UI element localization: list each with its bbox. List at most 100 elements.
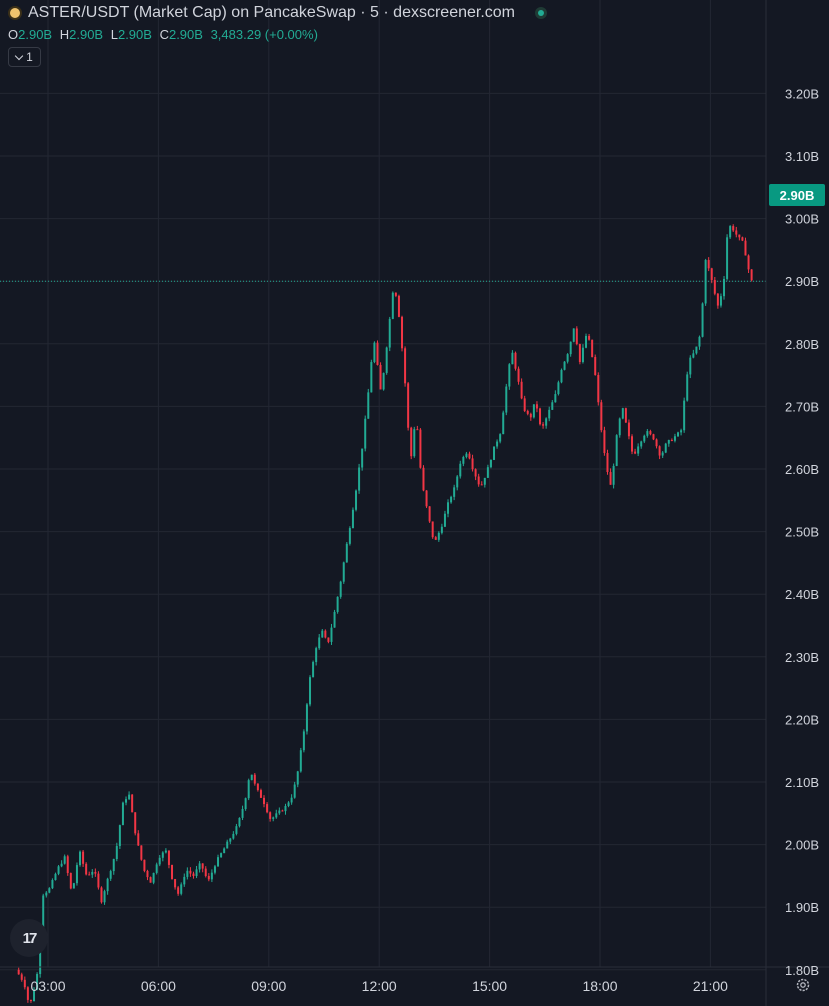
candle-body [201, 863, 204, 869]
x-tick-label: 03:00 [30, 978, 65, 994]
candle-body [450, 496, 453, 503]
candle-body [379, 364, 382, 390]
candle-body [557, 382, 560, 395]
candle-body [281, 810, 284, 812]
candle-body [140, 845, 143, 860]
candle-body [361, 448, 364, 468]
candle-body [615, 435, 618, 466]
candle-body [747, 255, 750, 270]
candle-body [342, 562, 345, 582]
candle-body [302, 731, 305, 751]
candle-body [186, 870, 189, 877]
candle-body [581, 347, 584, 363]
candle-body [171, 864, 174, 880]
candle-body [232, 833, 235, 839]
x-tick-label: 09:00 [251, 978, 286, 994]
candle-body [701, 303, 704, 337]
candle-body [195, 869, 198, 877]
candle-body [137, 833, 140, 846]
candle-body [358, 467, 361, 491]
settings-gear-icon[interactable] [795, 977, 811, 993]
ohlc-low-value: 2.90B [117, 27, 152, 42]
ohlc-close-key: C [159, 27, 169, 42]
candle-body [397, 295, 400, 317]
candle-body [428, 506, 431, 522]
x-tick-label: 06:00 [141, 978, 176, 994]
y-tick-label: 2.30B [785, 650, 819, 665]
candle-body [410, 427, 413, 457]
candle-body [443, 513, 446, 527]
candle-body [244, 798, 247, 810]
candle-body [511, 352, 514, 365]
candle-body [155, 864, 158, 873]
candle-body [716, 293, 719, 306]
candle-body [529, 413, 532, 418]
time-axis[interactable]: 03:00 06:00 09:00 12:00 15:00 18:00 21:00 [30, 978, 728, 994]
y-tick-label: 2.90B [785, 274, 819, 289]
candle-body [42, 895, 45, 931]
candle-body [112, 859, 115, 872]
candle-body [26, 987, 29, 1000]
candle-body [609, 472, 612, 485]
candle-body [158, 857, 161, 865]
candle-body [79, 851, 82, 866]
candle-body [51, 880, 54, 889]
chevron-down-icon [14, 51, 24, 60]
ohlc-low-key: L [110, 27, 118, 42]
candle-body [376, 342, 379, 365]
candle-body [585, 335, 588, 348]
candle-body [183, 876, 186, 885]
candle-body [664, 443, 667, 453]
candle-body [91, 871, 94, 875]
candle-body [143, 859, 146, 871]
candle-body [290, 797, 293, 803]
candle-body [707, 260, 710, 269]
candle-body [284, 805, 287, 812]
candle-body [621, 408, 624, 419]
candle-body [152, 872, 155, 883]
candle-body [548, 409, 551, 419]
candle-body [121, 802, 124, 826]
candle-body [474, 469, 477, 477]
tradingview-logo-icon[interactable]: 17 [10, 919, 48, 957]
price-axis[interactable]: 3.20B 3.10B 3.00B 2.90B 2.80B 2.70B 2.60B 2.50B… [785, 86, 819, 1006]
candle-body [649, 431, 652, 435]
candle-body [355, 490, 358, 510]
candle-body [385, 347, 388, 373]
candle-body [486, 467, 489, 478]
candle-body [60, 863, 63, 867]
candle-body [220, 853, 223, 858]
candle-body [161, 852, 164, 858]
candle-body [692, 353, 695, 358]
candle-body [465, 453, 468, 457]
interval-toggle-button[interactable]: 1 [8, 47, 41, 67]
candle-body [523, 398, 526, 411]
candle-body [327, 637, 330, 642]
candle-body [57, 866, 60, 874]
candle-body [637, 446, 640, 454]
candle-body [661, 452, 664, 456]
candle-body [532, 404, 535, 418]
candle-body [333, 611, 336, 628]
candle-body [520, 381, 523, 399]
candle-body [131, 794, 134, 813]
candle-body [217, 857, 220, 867]
candle-body [489, 459, 492, 468]
candle-body [174, 879, 177, 888]
candle-body [72, 883, 75, 889]
candle-body [82, 851, 85, 864]
candle-body [618, 418, 621, 436]
candle-body [744, 240, 747, 256]
candle-body [223, 848, 226, 854]
y-tick-label: 3.20B [785, 86, 819, 101]
candle-body [100, 887, 103, 903]
candle-body [97, 873, 100, 888]
candle-body [539, 408, 542, 425]
candle-body [483, 477, 486, 485]
candle-body [597, 375, 600, 403]
candle-body [75, 865, 78, 884]
candle-body [554, 394, 557, 403]
candle-body [683, 400, 686, 431]
candle-body [305, 704, 308, 732]
